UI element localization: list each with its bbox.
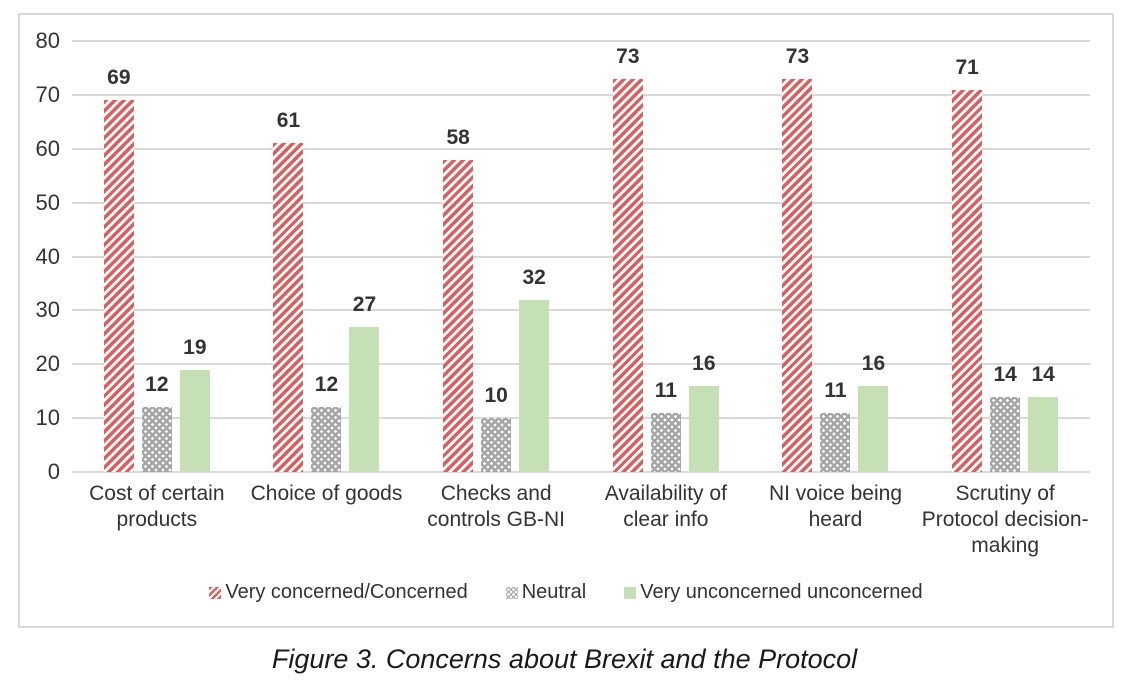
data-label: 14 — [993, 362, 1017, 386]
bar-dots-2: 12 — [311, 373, 342, 472]
y-tick-label-10: 10 — [35, 405, 60, 431]
data-label: 32 — [522, 265, 546, 289]
bar-group-2: 61 12 27 — [242, 41, 412, 472]
data-label: 19 — [183, 335, 207, 359]
category-label-2: Choice of goods — [250, 482, 403, 505]
gridline-y-20 — [72, 363, 1090, 366]
gridline-y-70 — [72, 93, 1090, 96]
bar-stripes-5: 73 — [782, 45, 813, 472]
data-label: 16 — [692, 351, 716, 375]
gridline-y-10 — [72, 417, 1090, 420]
bar-solid-2: 27 — [349, 293, 380, 472]
gridline-y-50 — [72, 201, 1090, 204]
legend-swatch-icon — [505, 586, 518, 599]
x-axis-labels: Cost of certain products Choice of goods C… — [72, 481, 1090, 571]
data-label: 12 — [314, 373, 339, 397]
data-label: 14 — [1031, 362, 1055, 386]
bar-solid-5: 16 — [858, 352, 889, 472]
y-tick-label-50: 50 — [35, 189, 60, 215]
gridline-y-40 — [72, 255, 1090, 258]
data-label: 27 — [352, 292, 377, 316]
data-label: 11 — [654, 378, 677, 402]
category-label-1: Cost of certain products — [89, 482, 225, 531]
gridline-y-30 — [72, 309, 1090, 312]
bar-dots-6: 14 — [990, 363, 1021, 472]
bar-solid-6: 14 — [1028, 363, 1059, 472]
y-tick-label-20: 20 — [35, 351, 60, 377]
bar-stripes-3: 58 — [443, 126, 474, 472]
bar-stripes-6: 71 — [952, 56, 983, 472]
y-tick-label-60: 60 — [35, 135, 60, 161]
y-tick-label-30: 30 — [35, 297, 60, 323]
bar-solid-4: 16 — [688, 352, 719, 472]
bar-group-1: 69 12 19 — [72, 41, 242, 472]
bar-stripes-1: 69 — [103, 66, 134, 472]
category-label-3: Checks and controls GB-NI — [427, 482, 565, 531]
data-label: 73 — [616, 44, 640, 68]
data-label: 12 — [145, 373, 169, 397]
y-tick-label-80: 80 — [35, 28, 60, 53]
bar-dots-5: 11 — [820, 379, 851, 472]
data-label: 10 — [484, 384, 508, 408]
bar-dots-1: 12 — [141, 373, 172, 472]
bar-group-6: 71 14 14 — [920, 41, 1090, 472]
gridline-y-0 — [72, 471, 1090, 473]
category-label-5: NI voice being heard — [768, 482, 903, 531]
y-tick-label-0: 0 — [47, 459, 60, 484]
data-label: 61 — [276, 109, 301, 133]
legend-item-stripes: Very concerned/Concerned — [209, 581, 468, 604]
legend-label: Neutral — [521, 581, 587, 603]
data-label: 11 — [824, 378, 847, 402]
chart-area: 0 10 20 30 40 50 60 70 80 69 12 19 61 12 27 58 10 32 73 11… — [18, 13, 1114, 628]
y-tick-label-70: 70 — [35, 81, 60, 107]
bar-group-4: 73 11 16 — [581, 41, 751, 472]
legend-swatch-icon — [624, 586, 637, 599]
figure-caption: Figure 3. Concerns about Brexit and the … — [271, 644, 858, 674]
data-label: 69 — [107, 66, 131, 90]
bar-group-5: 73 11 16 — [751, 41, 921, 472]
bar-stripes-4: 73 — [612, 45, 643, 472]
data-label: 71 — [955, 55, 979, 79]
legend-item-solid: Very unconcerned unconcerned — [624, 581, 923, 604]
data-label: 73 — [785, 44, 810, 68]
chart-legend: Very concerned/Concerned Neutral Very unco… — [20, 581, 1112, 604]
legend-swatch-icon — [209, 586, 222, 599]
data-label: 58 — [446, 125, 470, 149]
category-label-4: Availability of clear info — [604, 482, 727, 531]
bar-solid-1: 19 — [179, 336, 210, 472]
category-label-6: Scrutiny of Protocol decision-making — [921, 482, 1089, 557]
bar-group-3: 58 10 32 — [411, 41, 581, 472]
data-label: 16 — [861, 351, 886, 375]
bar-solid-3: 32 — [519, 266, 550, 472]
bar-dots-3: 10 — [481, 384, 512, 472]
legend-item-dots: Neutral — [505, 581, 587, 604]
bar-stripes-2: 61 — [273, 109, 304, 472]
gridline-y-60 — [72, 147, 1090, 150]
y-tick-label-40: 40 — [35, 243, 60, 269]
gridline-y-80 — [72, 40, 1090, 42]
legend-label: Very concerned/Concerned — [225, 581, 468, 603]
bar-dots-4: 11 — [650, 379, 681, 472]
plot-area: 69 12 19 61 12 27 58 10 32 73 11 16 73 11 16 71 14 14 — [72, 40, 1090, 473]
legend-label: Very unconcerned unconcerned — [640, 581, 923, 603]
